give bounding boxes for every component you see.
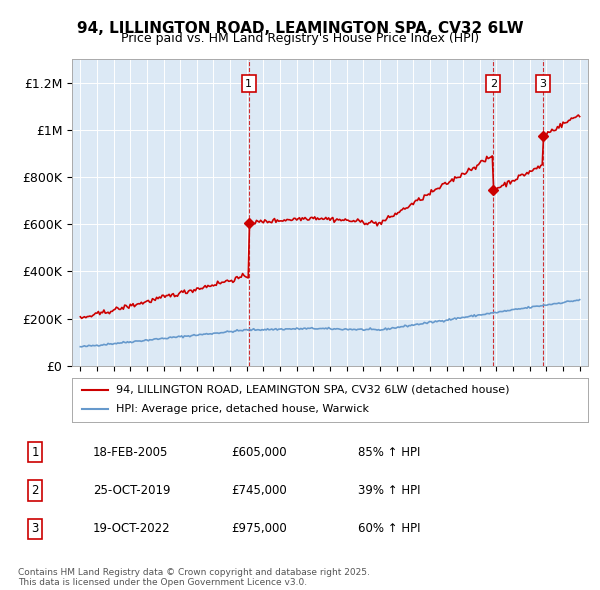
Text: 1: 1 xyxy=(31,446,39,459)
Text: 60% ↑ HPI: 60% ↑ HPI xyxy=(358,522,420,535)
Text: HPI: Average price, detached house, Warwick: HPI: Average price, detached house, Warw… xyxy=(116,405,369,414)
Text: £605,000: £605,000 xyxy=(231,446,287,459)
Text: Contains HM Land Registry data © Crown copyright and database right 2025.
This d: Contains HM Land Registry data © Crown c… xyxy=(18,568,370,587)
Text: 25-OCT-2019: 25-OCT-2019 xyxy=(92,484,170,497)
Text: 2: 2 xyxy=(31,484,39,497)
Text: £745,000: £745,000 xyxy=(231,484,287,497)
Text: 94, LILLINGTON ROAD, LEAMINGTON SPA, CV32 6LW: 94, LILLINGTON ROAD, LEAMINGTON SPA, CV3… xyxy=(77,21,523,35)
Text: 3: 3 xyxy=(539,78,547,88)
Text: 18-FEB-2005: 18-FEB-2005 xyxy=(92,446,168,459)
Text: 2: 2 xyxy=(490,78,497,88)
Text: 85% ↑ HPI: 85% ↑ HPI xyxy=(358,446,420,459)
Text: 39% ↑ HPI: 39% ↑ HPI xyxy=(358,484,420,497)
Text: 3: 3 xyxy=(31,522,39,535)
Text: 94, LILLINGTON ROAD, LEAMINGTON SPA, CV32 6LW (detached house): 94, LILLINGTON ROAD, LEAMINGTON SPA, CV3… xyxy=(116,385,509,395)
Text: 19-OCT-2022: 19-OCT-2022 xyxy=(92,522,170,535)
Text: Price paid vs. HM Land Registry's House Price Index (HPI): Price paid vs. HM Land Registry's House … xyxy=(121,32,479,45)
Text: £975,000: £975,000 xyxy=(231,522,287,535)
Text: 1: 1 xyxy=(245,78,252,88)
